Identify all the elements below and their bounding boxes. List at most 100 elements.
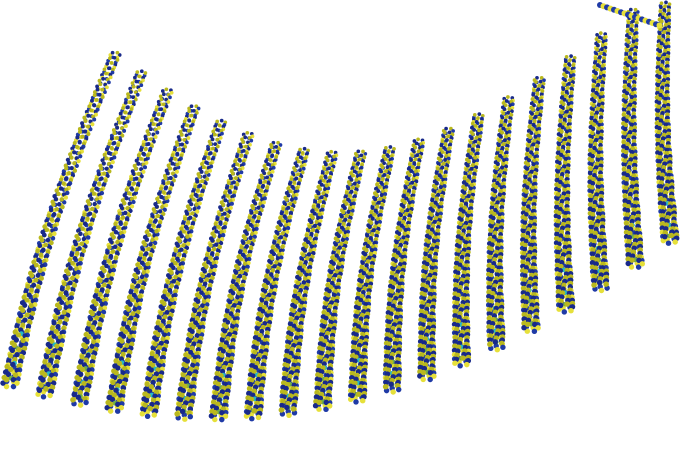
atom-bead	[15, 332, 22, 338]
atom-bead	[353, 399, 359, 405]
atom-bead	[16, 318, 22, 324]
atom-bead	[286, 205, 291, 210]
atom-bead	[437, 173, 442, 178]
atom-bead	[81, 236, 87, 242]
atom-bead	[70, 397, 76, 403]
atom-bead	[179, 132, 184, 137]
atom-bead	[139, 147, 144, 152]
atom-bead	[157, 327, 163, 333]
atom-bead	[284, 404, 290, 411]
atom-bead	[83, 129, 88, 134]
atom-bead	[198, 183, 203, 188]
atom-bead	[164, 185, 169, 190]
atom-bead	[51, 231, 57, 237]
atom-bead	[41, 266, 47, 272]
atom-bead	[66, 182, 71, 188]
atom-bead	[79, 354, 85, 360]
atom-bead	[361, 256, 367, 261]
atom-bead	[169, 283, 175, 288]
atom-bead	[151, 412, 158, 418]
atom-bead	[86, 201, 92, 207]
atom-bead	[5, 371, 12, 378]
atom-bead	[55, 323, 61, 330]
atom-bead	[40, 247, 46, 253]
atom-bead	[443, 142, 448, 146]
atom-bead	[384, 169, 388, 174]
atom-bead	[235, 154, 239, 159]
atom-bead	[204, 152, 208, 156]
atom-bead	[80, 134, 85, 139]
atom-bead	[41, 232, 47, 238]
atom-bead	[123, 124, 128, 129]
atom-bead	[39, 237, 45, 243]
atom-bead	[192, 308, 198, 314]
atom-bead	[302, 146, 307, 151]
atom-bead	[131, 199, 136, 205]
atom-bead	[151, 223, 156, 228]
atom-bead	[230, 307, 235, 312]
atom-bead	[94, 186, 99, 191]
atom-bead	[47, 392, 53, 399]
atom-bead	[56, 339, 62, 345]
atom-bead	[12, 372, 19, 378]
atom-bead	[80, 217, 85, 223]
atom-bead	[224, 185, 229, 190]
atom-bead	[28, 303, 34, 309]
atom-bead	[126, 320, 132, 325]
atom-bead	[142, 402, 148, 408]
atom-bead	[74, 251, 80, 256]
atom-bead	[90, 122, 95, 127]
atom-bead	[16, 347, 22, 353]
atom-bead	[412, 161, 417, 165]
atom-bead	[286, 412, 292, 419]
atom-bead	[149, 118, 154, 123]
atom-bead	[184, 358, 191, 364]
atom-bead	[175, 162, 180, 167]
atom-bead	[151, 139, 156, 144]
atom-bead	[100, 87, 105, 92]
atom-bead	[131, 171, 136, 177]
atom-bead	[270, 268, 276, 273]
atom-bead	[113, 387, 119, 393]
atom-bead	[57, 319, 63, 325]
atom-bead	[79, 241, 85, 247]
atom-bead	[300, 268, 305, 273]
atom-bead	[243, 144, 248, 149]
atom-bead	[21, 345, 28, 352]
atom-bead	[104, 289, 110, 295]
atom-bead	[390, 270, 395, 276]
atom-bead	[79, 146, 84, 151]
atom-bead	[368, 235, 373, 241]
atom-bead	[250, 218, 255, 223]
atom-bead	[384, 146, 388, 150]
atom-bead	[218, 357, 224, 363]
atom-bead	[226, 315, 232, 321]
atom-bead	[135, 92, 140, 97]
atom-bead	[51, 320, 57, 326]
atom-bead	[82, 221, 88, 226]
atom-bead	[208, 243, 213, 248]
atom-bead	[146, 232, 152, 238]
atom-bead	[274, 155, 278, 159]
atom-bead	[194, 315, 200, 321]
atom-bead	[50, 235, 56, 241]
atom-bead	[426, 225, 431, 230]
atom-bead	[63, 195, 69, 200]
atom-bead	[10, 383, 17, 390]
atom-bead	[287, 335, 293, 341]
helix-1	[0, 50, 122, 390]
atom-bead	[395, 250, 401, 256]
atom-bead	[189, 329, 195, 335]
atom-bead	[112, 131, 117, 136]
atom-bead	[82, 212, 87, 217]
atom-bead	[152, 113, 156, 118]
atom-bead	[266, 264, 272, 270]
atom-bead	[357, 283, 363, 288]
atom-bead	[112, 140, 117, 146]
atom-bead	[96, 181, 102, 186]
helix-3	[70, 87, 174, 408]
atom-bead	[249, 138, 254, 143]
atom-bead	[351, 162, 356, 167]
atom-bead	[117, 360, 123, 366]
atom-bead	[102, 90, 107, 95]
